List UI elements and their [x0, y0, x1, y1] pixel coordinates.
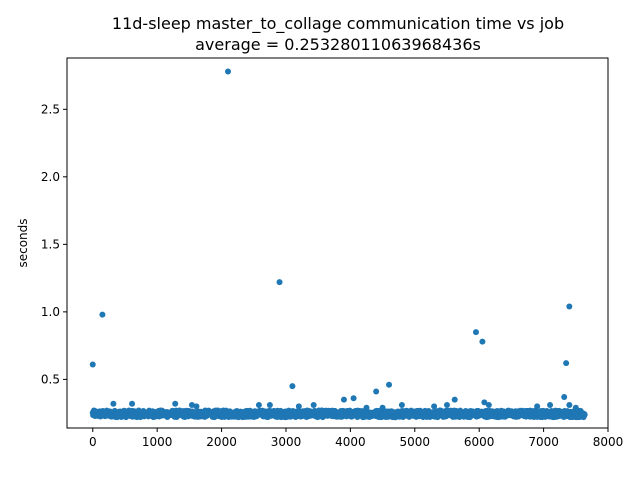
data-point [295, 403, 302, 410]
data-point [193, 403, 200, 410]
plot-frame [66, 57, 609, 429]
data-point [289, 383, 296, 390]
chart-title-line1: 11d-sleep master_to_collage communicatio… [112, 14, 564, 34]
data-point [443, 402, 450, 409]
data-point [472, 329, 479, 336]
x-tick-label: 1000 [142, 435, 173, 449]
data-point [451, 396, 458, 403]
data-point [547, 402, 554, 409]
data-point [363, 404, 370, 411]
x-tick-label: 2000 [206, 435, 237, 449]
data-point [225, 68, 232, 75]
data-point [172, 400, 179, 407]
x-tick-label: 5000 [400, 435, 431, 449]
y-tick-label: 1.0 [41, 305, 60, 319]
y-tick-label: 2.5 [41, 102, 60, 116]
y-tick-label: 0.5 [41, 372, 60, 386]
x-tick-label: 7000 [528, 435, 559, 449]
chart-title-line2: average = 0.25328011063968436s [195, 35, 481, 54]
y-axis-label: seconds [16, 218, 30, 267]
y-tick-label: 1.5 [41, 237, 60, 251]
data-points [89, 68, 588, 421]
data-point [534, 403, 541, 410]
data-point [481, 399, 488, 406]
data-point [350, 395, 357, 402]
data-point [561, 393, 568, 400]
data-point [398, 402, 405, 409]
data-point [110, 400, 117, 407]
data-point [581, 411, 588, 418]
data-point [485, 402, 492, 409]
x-tick-label: 0 [89, 435, 97, 449]
x-tick-label: 4000 [335, 435, 366, 449]
data-point [379, 404, 386, 411]
data-point [266, 402, 273, 409]
data-point [572, 404, 579, 411]
data-point [188, 402, 195, 409]
data-point [276, 279, 283, 286]
data-point [129, 400, 136, 407]
data-point [99, 311, 106, 318]
x-tick-label: 6000 [464, 435, 495, 449]
data-point [310, 402, 317, 409]
y-tick-label: 2.0 [41, 170, 60, 184]
data-point [566, 402, 573, 409]
x-tick-label: 3000 [271, 435, 302, 449]
x-tick-label: 8000 [593, 435, 624, 449]
data-point [89, 361, 96, 368]
data-point [340, 396, 347, 403]
x-axis-ticks: 0 1000 2000 3000 4000 5000 6000 7000 8000 [89, 428, 623, 449]
y-axis-ticks: 0.5 1.0 1.5 2.0 2.5 [41, 102, 67, 386]
data-point [566, 303, 573, 310]
data-point [563, 360, 570, 367]
data-point [386, 381, 393, 388]
data-point [373, 388, 380, 395]
data-point [431, 403, 438, 410]
data-point [255, 402, 262, 409]
data-point [479, 338, 486, 345]
